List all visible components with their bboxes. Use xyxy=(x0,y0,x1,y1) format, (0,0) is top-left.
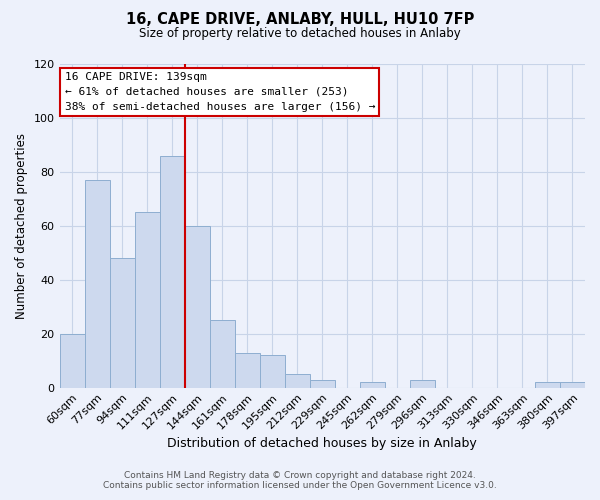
Bar xyxy=(85,180,110,388)
Bar xyxy=(185,226,209,388)
Bar xyxy=(560,382,585,388)
Bar xyxy=(535,382,560,388)
Bar xyxy=(410,380,435,388)
Text: Contains HM Land Registry data © Crown copyright and database right 2024.
Contai: Contains HM Land Registry data © Crown c… xyxy=(103,470,497,490)
Y-axis label: Number of detached properties: Number of detached properties xyxy=(15,133,28,319)
Bar xyxy=(59,334,85,388)
Bar xyxy=(134,212,160,388)
Bar xyxy=(235,352,260,388)
Text: 16, CAPE DRIVE, ANLABY, HULL, HU10 7FP: 16, CAPE DRIVE, ANLABY, HULL, HU10 7FP xyxy=(126,12,474,28)
Text: Size of property relative to detached houses in Anlaby: Size of property relative to detached ho… xyxy=(139,28,461,40)
Bar xyxy=(310,380,335,388)
Bar xyxy=(209,320,235,388)
Bar xyxy=(260,355,285,388)
X-axis label: Distribution of detached houses by size in Anlaby: Distribution of detached houses by size … xyxy=(167,437,477,450)
Bar xyxy=(360,382,385,388)
Text: 16 CAPE DRIVE: 139sqm
← 61% of detached houses are smaller (253)
38% of semi-det: 16 CAPE DRIVE: 139sqm ← 61% of detached … xyxy=(65,72,375,112)
Bar xyxy=(110,258,134,388)
Bar xyxy=(160,156,185,388)
Bar xyxy=(285,374,310,388)
